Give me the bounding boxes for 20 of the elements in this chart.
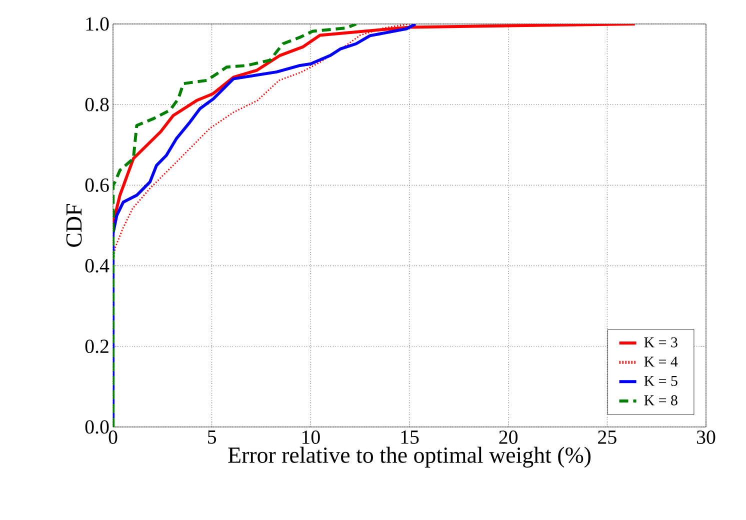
legend-label: K = 3 <box>644 337 678 348</box>
y-tick-label: 1.0 <box>86 17 109 31</box>
x-tick-label: 30 <box>697 430 716 444</box>
x-tick-label: 0 <box>108 430 118 444</box>
legend-label: K = 4 <box>644 356 678 367</box>
y-tick-label: 0.0 <box>85 420 109 434</box>
x-tick-label: 5 <box>208 430 216 444</box>
x-tick-label: 10 <box>302 430 320 444</box>
legend-label: K = 8 <box>644 395 678 406</box>
x-tick-label: 25 <box>598 430 616 444</box>
x-axis-title: Error relative to the optimal weight (%) <box>228 446 591 468</box>
y-tick-label: 0.4 <box>85 259 110 273</box>
x-tick-label: 15 <box>401 430 419 444</box>
y-axis-title: CDF <box>66 204 82 247</box>
y-tick-label: 0.8 <box>85 98 109 112</box>
x-tick-label: 20 <box>499 430 518 444</box>
legend-label: K = 5 <box>644 376 678 386</box>
line-series <box>113 24 358 427</box>
y-tick-label: 0.6 <box>85 178 109 192</box>
y-tick-label: 0.2 <box>85 340 108 354</box>
